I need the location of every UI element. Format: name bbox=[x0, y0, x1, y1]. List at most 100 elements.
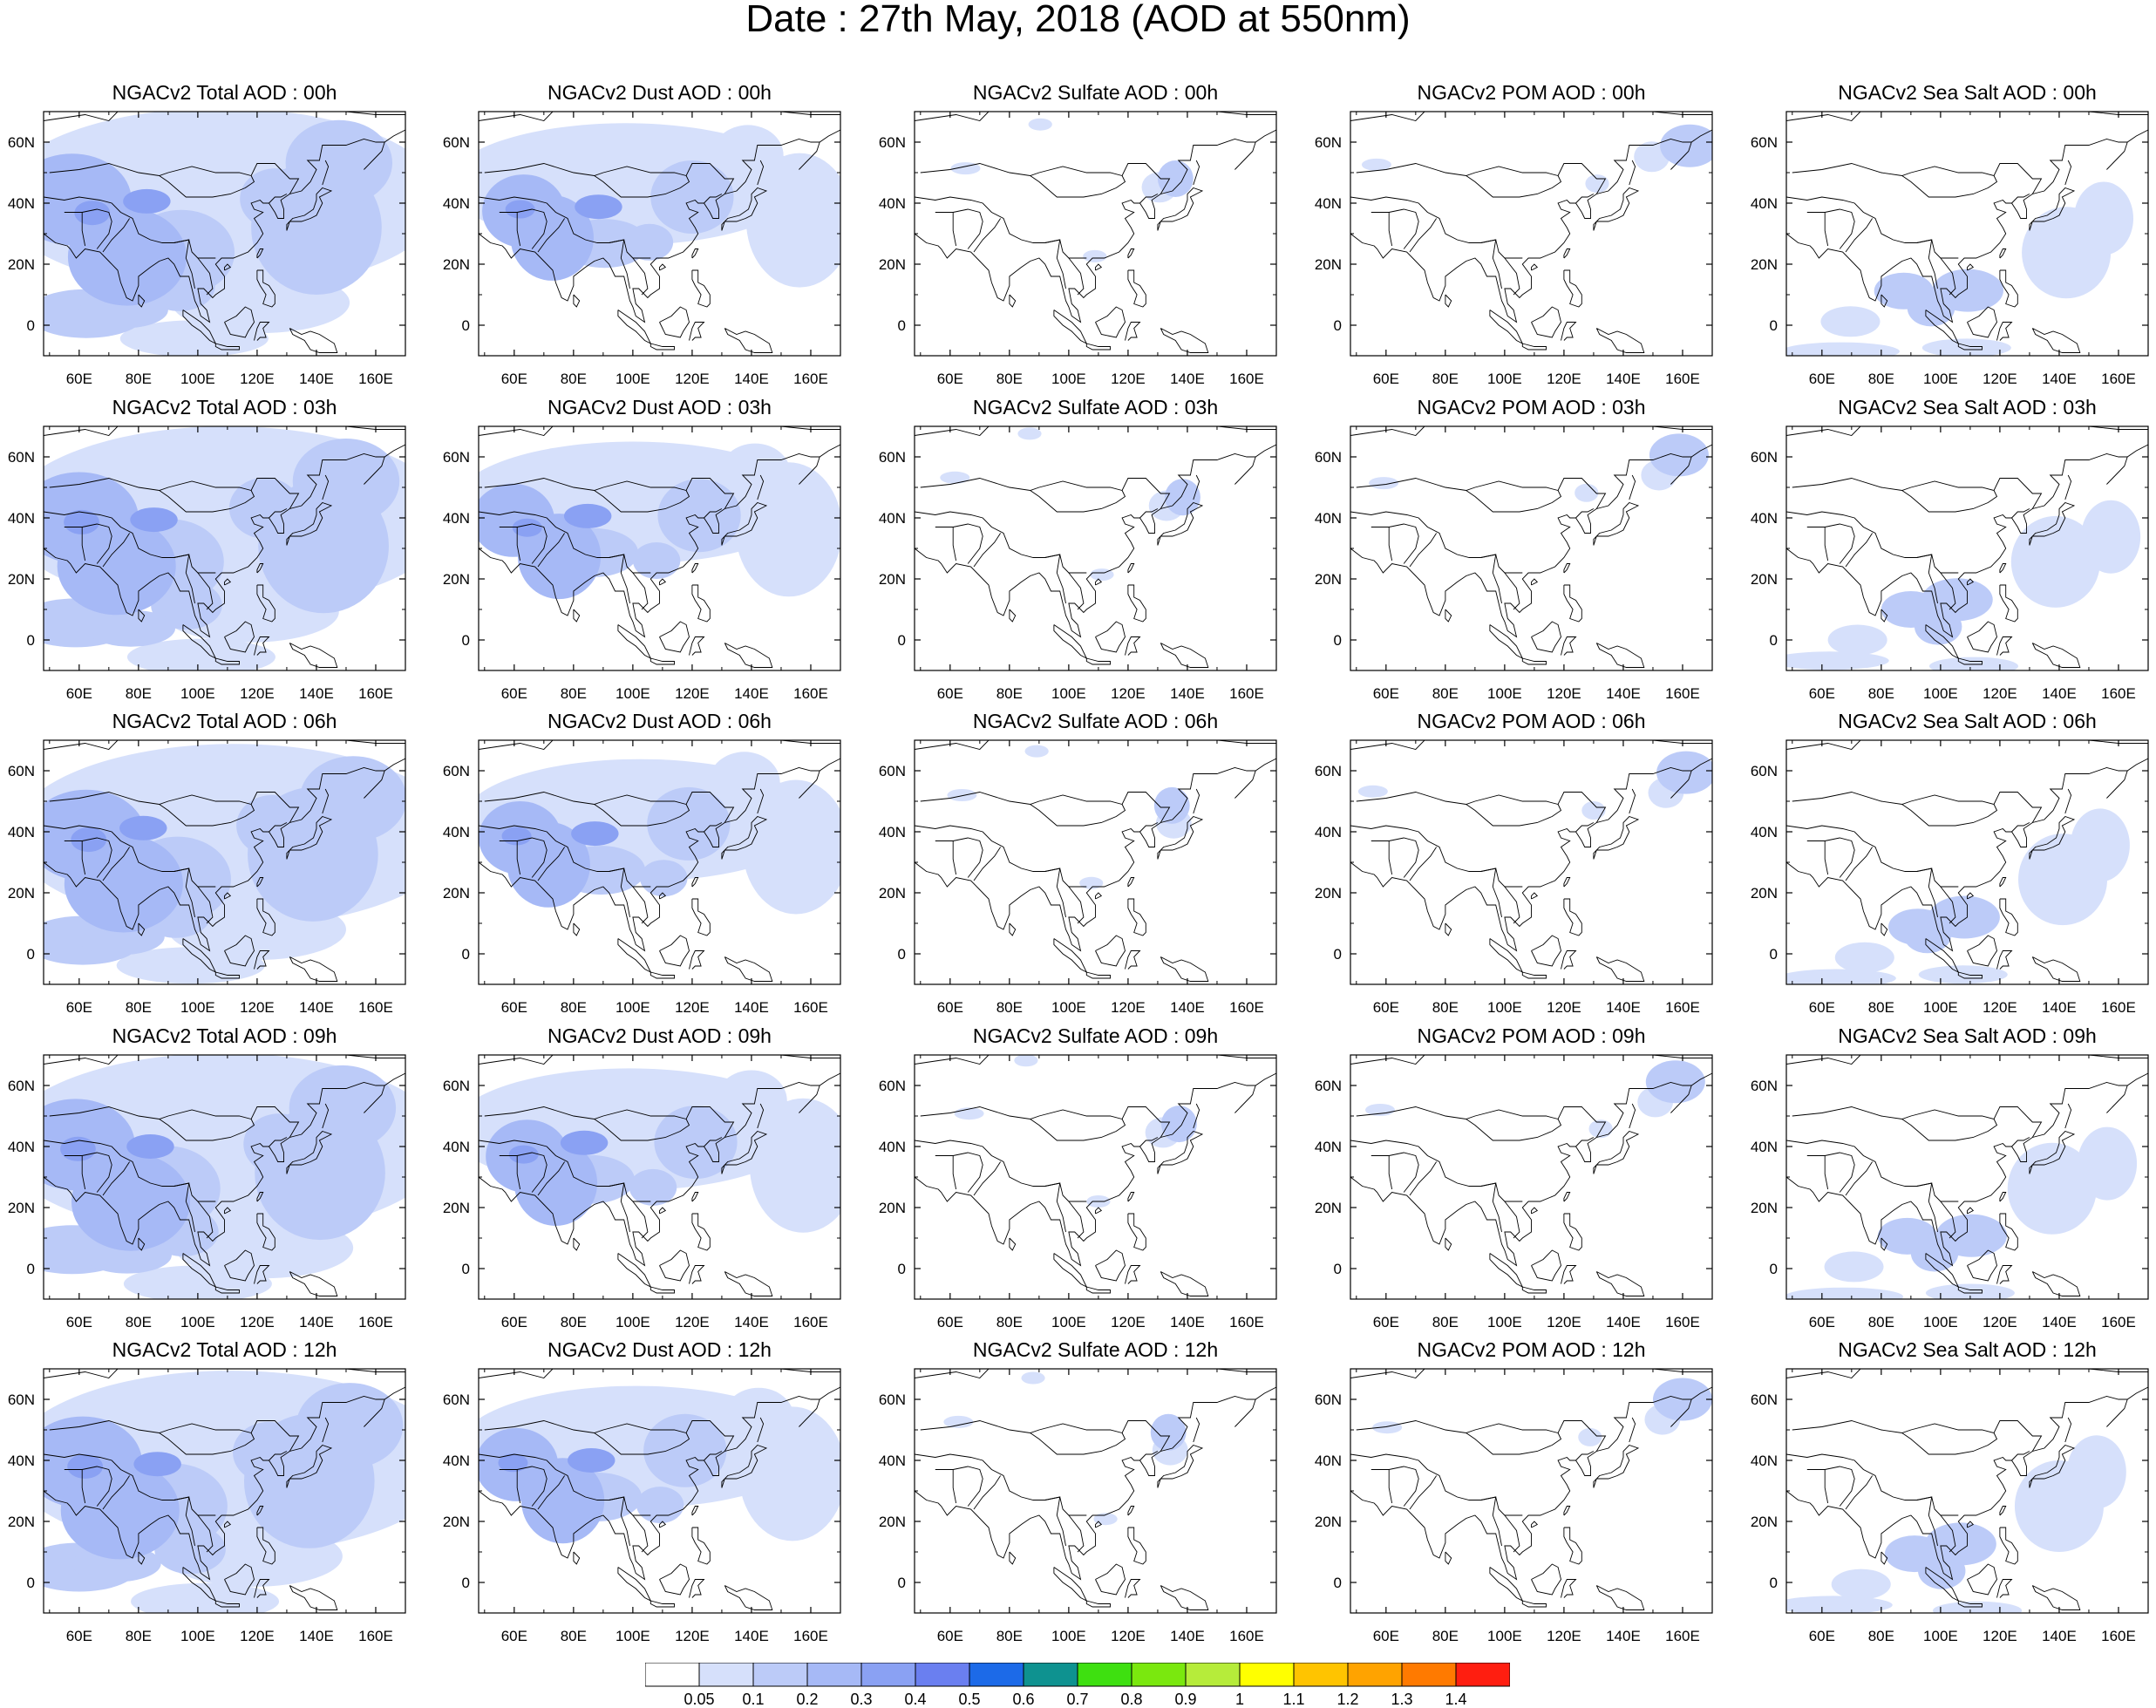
aod-shade bbox=[640, 860, 688, 897]
coastline bbox=[1389, 1466, 1419, 1507]
panel-title: NGACv2 Dust AOD : 03h bbox=[548, 396, 772, 418]
coastline bbox=[1521, 971, 1547, 979]
coastline bbox=[364, 1085, 385, 1113]
coastline bbox=[1160, 1585, 1209, 1610]
coastline bbox=[1806, 1155, 1829, 1190]
coastline bbox=[1389, 523, 1419, 564]
aod-field bbox=[44, 740, 405, 984]
lon-tick-label: 140E bbox=[1606, 371, 1641, 387]
coastline bbox=[920, 1106, 1171, 1138]
lat-tick-label: 60N bbox=[8, 449, 35, 466]
coastline bbox=[573, 609, 581, 623]
coastline bbox=[1480, 1182, 1502, 1233]
lon-tick-label: 80E bbox=[996, 371, 1023, 387]
lon-tick-label: 120E bbox=[240, 999, 275, 1016]
coastline bbox=[49, 792, 300, 823]
coastline bbox=[289, 1585, 338, 1610]
coastline bbox=[1068, 886, 1085, 924]
coastline bbox=[1881, 609, 1888, 623]
lat-tick-label: 40N bbox=[8, 1139, 35, 1155]
lat-tick-label: 20N bbox=[8, 1200, 35, 1216]
aod-shade bbox=[228, 477, 301, 539]
coastline bbox=[322, 1103, 330, 1129]
coastline bbox=[2029, 187, 2076, 231]
coastline bbox=[915, 1055, 1276, 1065]
coastline bbox=[1967, 1207, 1975, 1215]
lat-tick-label: 0 bbox=[1770, 317, 1778, 334]
coastline bbox=[2106, 141, 2128, 170]
map-panel: 60E 80E 100E 120E 140E 160E 0 20N 40N 60N bbox=[1751, 425, 2149, 702]
coastline bbox=[2029, 815, 2076, 860]
lat-tick-label: 60N bbox=[8, 1078, 35, 1094]
map-panel: 60E 80E 100E 120E 140E 160E 0 20N 40N 60N bbox=[443, 1368, 841, 1644]
coastline bbox=[573, 922, 581, 936]
panel-title: NGACv2 Sea Salt AOD : 03h bbox=[1838, 396, 2097, 418]
coastline bbox=[44, 740, 405, 751]
coastline bbox=[138, 609, 146, 623]
lat-tick-label: 0 bbox=[1770, 1575, 1778, 1591]
coastline bbox=[1068, 572, 1085, 610]
lat-tick-label: 40N bbox=[1751, 1453, 1778, 1469]
aod-shade bbox=[1574, 483, 1599, 502]
lat-tick-label: 0 bbox=[27, 946, 35, 963]
coastline bbox=[1786, 740, 2148, 751]
map-panel: 60E 80E 100E 120E 140E 160E 0 20N 40N 60N bbox=[8, 111, 406, 387]
coastline bbox=[2031, 643, 2081, 668]
coastline bbox=[1575, 508, 1595, 519]
coastline bbox=[44, 825, 216, 888]
coastline bbox=[1030, 804, 1126, 827]
coastline bbox=[935, 1469, 957, 1504]
coastline bbox=[1095, 892, 1103, 900]
coastline bbox=[2029, 1130, 2076, 1174]
lon-tick-label: 60E bbox=[1373, 685, 1399, 702]
figure-title: Date : 27th May, 2018 (AOD at 550nm) bbox=[745, 0, 1411, 40]
coastline bbox=[44, 1055, 405, 1065]
coastline bbox=[1786, 426, 2148, 437]
aod-shade bbox=[1786, 342, 1900, 356]
coastline bbox=[659, 1563, 690, 1596]
coastline bbox=[1786, 444, 2148, 638]
coastline bbox=[609, 239, 630, 289]
lon-tick-label: 160E bbox=[793, 1628, 828, 1644]
lat-tick-label: 40N bbox=[8, 195, 35, 212]
lon-tick-label: 120E bbox=[240, 1314, 275, 1330]
coastline bbox=[1563, 1213, 1582, 1251]
coastline bbox=[1489, 310, 1524, 345]
coastline bbox=[1901, 1119, 1998, 1141]
coastline bbox=[1350, 1072, 1712, 1267]
coastline bbox=[1044, 1182, 1066, 1233]
coastline bbox=[517, 208, 548, 249]
colorbar-tick-label: 0.6 bbox=[1012, 1691, 1035, 1708]
coastline bbox=[1445, 1237, 1452, 1251]
coastline bbox=[2064, 1417, 2072, 1443]
lat-tick-label: 20N bbox=[443, 1514, 470, 1530]
aod-shade bbox=[2073, 181, 2133, 255]
aod-shade bbox=[1918, 1552, 1966, 1589]
lon-tick-label: 140E bbox=[734, 685, 769, 702]
coastline bbox=[1957, 343, 1983, 350]
coastline bbox=[1095, 306, 1126, 338]
aod-shade bbox=[1831, 1569, 1891, 1600]
aod-shade bbox=[1165, 479, 1200, 516]
lon-tick-label: 100E bbox=[616, 685, 650, 702]
aod-field bbox=[1350, 1369, 1712, 1610]
coastline bbox=[632, 1514, 649, 1553]
lon-tick-label: 100E bbox=[1487, 1314, 1522, 1330]
lon-tick-label: 60E bbox=[66, 371, 92, 387]
colorbar-swatch bbox=[1293, 1663, 1349, 1687]
lat-tick-label: 40N bbox=[879, 824, 906, 840]
lon-tick-label: 60E bbox=[937, 371, 963, 387]
coastline bbox=[214, 657, 240, 665]
map-panel: 60E 80E 100E 120E 140E 160E 0 20N 40N 60N bbox=[1315, 739, 1713, 1016]
coastline bbox=[1901, 1432, 1998, 1455]
coastline bbox=[1480, 1496, 1502, 1547]
coastline bbox=[1504, 257, 1520, 296]
colorbar-swatch bbox=[1401, 1663, 1457, 1687]
coastline bbox=[632, 572, 649, 610]
map-panel: 60E 80E 100E 120E 140E 160E 0 20N 40N 60N bbox=[879, 1054, 1277, 1330]
coastline bbox=[159, 804, 255, 827]
coastline bbox=[479, 1055, 840, 1065]
coastline bbox=[1575, 194, 1595, 204]
coastline bbox=[1575, 1137, 1595, 1147]
coastline bbox=[1350, 426, 1712, 437]
